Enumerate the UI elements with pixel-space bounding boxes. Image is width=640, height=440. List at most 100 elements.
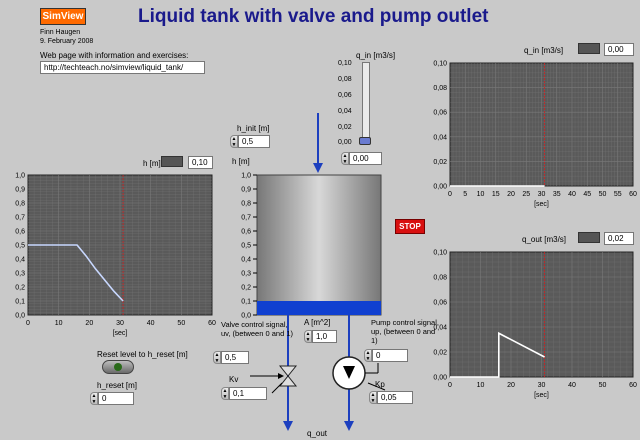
h-init-field[interactable]: 0,5 bbox=[238, 135, 270, 148]
h-chart-x-axis-label: [sec] bbox=[113, 330, 128, 337]
qout-chart-x-tick-label: 10 bbox=[477, 382, 485, 389]
h-chart-y-tick-label: 0,6 bbox=[15, 229, 25, 236]
qin-chart-value: 0,00 bbox=[604, 43, 634, 56]
kv-spinner[interactable]: ▲ ▼ bbox=[221, 387, 229, 400]
qin-chart-x-tick-label: 5 bbox=[463, 191, 467, 198]
q-in-slider-scale: 0,10 0,08 0,06 0,04 0,02 0,00 bbox=[338, 60, 368, 150]
kv-field[interactable]: 0,1 bbox=[229, 387, 267, 400]
tank-tick-label: 0,0 bbox=[241, 313, 251, 320]
qin-chart-y-tick-label: 0,00 bbox=[433, 184, 447, 191]
tank-tick-label: 0,1 bbox=[241, 299, 251, 306]
qin-chart-x-axis-label: [sec] bbox=[534, 201, 549, 208]
kp-label: Kp bbox=[375, 380, 385, 389]
reset-label: Reset level to h_reset [m] bbox=[97, 350, 188, 359]
qout-chart-y-tick-label: 0,02 bbox=[433, 350, 447, 357]
qout-chart-x-tick-label: 50 bbox=[599, 382, 607, 389]
tank-tick-label: 1,0 bbox=[241, 173, 251, 180]
qout-chart-y-tick-label: 0,08 bbox=[433, 275, 447, 282]
h-reset-spinner[interactable]: ▲ ▼ bbox=[90, 392, 98, 405]
h-chart: 0 10 20 30 40 50 60 0,0 0,1 0,2 0,3 0,4 0,5 0,6 0,7 0,8… bbox=[15, 173, 216, 338]
tank-tick-label: 0,3 bbox=[241, 271, 251, 278]
q-in-slider-label: q_in [m3/s] bbox=[356, 51, 396, 60]
pump-signal-label: Pump control signal, up, (between 0 and … bbox=[371, 318, 439, 345]
h-init-label: h_init [m] bbox=[237, 124, 270, 133]
h-chart-y-tick-label: 0,1 bbox=[15, 299, 25, 306]
tank-tick-label: 0,6 bbox=[241, 229, 251, 236]
tank-liquid bbox=[257, 301, 381, 315]
qout-chart-y-tick-label: 0,06 bbox=[433, 300, 447, 307]
qin-chart-plot-style-icon[interactable] bbox=[578, 43, 600, 54]
valve-spinner[interactable]: ▲ ▼ bbox=[213, 351, 221, 364]
q-in-tick: 0,06 bbox=[338, 92, 352, 99]
date: 9. February 2008 bbox=[40, 38, 94, 45]
web-url-field[interactable]: http://techteach.no/simview/liquid_tank/ bbox=[40, 61, 205, 74]
qout-chart-x-axis-label: [sec] bbox=[534, 392, 549, 399]
kp-field[interactable]: 0,05 bbox=[377, 391, 413, 404]
qout-chart-plot-style-icon[interactable] bbox=[578, 232, 600, 243]
h-chart-y-tick-label: 0,5 bbox=[15, 243, 25, 250]
qout-chart-y-tick-label: 0,10 bbox=[433, 250, 447, 257]
h-chart-plot-style-icon[interactable] bbox=[161, 156, 183, 167]
q-in-tick: 0,02 bbox=[338, 124, 352, 131]
qin-chart-y-tick-label: 0,10 bbox=[433, 61, 447, 68]
h-chart-value: 0,10 bbox=[188, 156, 213, 169]
pump-spinner[interactable]: ▲ ▼ bbox=[364, 349, 372, 362]
qin-chart: 0 5 10 15 20 25 30 35 40 45 50 55 60 0,00 0,02 0,04 0,06… bbox=[433, 61, 637, 209]
tank-tick-label: 0,5 bbox=[241, 243, 251, 250]
h-reset-label: h_reset [m] bbox=[97, 381, 138, 390]
tank-h-label: h [m] bbox=[232, 157, 250, 166]
qin-chart-y-tick-label: 0,06 bbox=[433, 110, 447, 117]
tank-tick-label: 0,2 bbox=[241, 285, 251, 292]
h-chart-y-tick-label: 0,2 bbox=[15, 285, 25, 292]
qin-chart-x-tick-label: 55 bbox=[614, 191, 622, 198]
h-chart-x-tick-label: 40 bbox=[147, 320, 155, 327]
h-chart-y-tick-label: 0,4 bbox=[15, 257, 25, 264]
q-in-slider-thumb[interactable] bbox=[359, 137, 371, 145]
valve-signal-field[interactable]: 0,5 bbox=[221, 351, 249, 364]
h-chart-x-tick-label: 20 bbox=[85, 320, 93, 327]
q-in-spinner[interactable]: ▲ ▼ bbox=[341, 152, 349, 165]
qin-chart-x-tick-label: 25 bbox=[522, 191, 530, 198]
h-init-spinner[interactable]: ▲ ▼ bbox=[230, 135, 238, 148]
reset-button[interactable] bbox=[102, 360, 134, 374]
h-chart-y-tick-label: 0,7 bbox=[15, 215, 25, 222]
area-field[interactable]: 1,0 bbox=[312, 330, 337, 343]
area-label: A [m^2] bbox=[304, 318, 331, 327]
q-in-value[interactable]: 0,00 bbox=[349, 152, 382, 165]
qin-chart-x-tick-label: 45 bbox=[583, 191, 591, 198]
h-chart-y-tick-label: 0,8 bbox=[15, 201, 25, 208]
h-chart-x-tick-label: 10 bbox=[55, 320, 63, 327]
tank-diagram: 1,0 0,9 0,8 0,7 0,6 0,5 0,4 0,3 0,2 0,1 0,0 bbox=[241, 113, 386, 431]
valve-icon bbox=[278, 365, 298, 377]
kv-label: Kv bbox=[229, 375, 239, 384]
q-in-tick: 0,08 bbox=[338, 76, 352, 83]
h-chart-y-tick-label: 0,3 bbox=[15, 271, 25, 278]
author: Finn Haugen bbox=[40, 29, 81, 36]
kp-spinner[interactable]: ▲ ▼ bbox=[369, 391, 377, 404]
qout-chart-legend-label: q_out [m3/s] bbox=[522, 235, 567, 244]
valve-outflow-arrow-icon bbox=[283, 421, 293, 431]
h-chart-x-tick-label: 30 bbox=[116, 320, 124, 327]
reset-led-icon bbox=[114, 363, 122, 371]
tank-tick-label: 0,4 bbox=[241, 257, 251, 264]
qout-chart-x-tick-label: 60 bbox=[629, 382, 637, 389]
q-in-tick: 0,00 bbox=[338, 139, 352, 146]
h-chart-legend-label: h [m] bbox=[143, 159, 161, 168]
tank-body bbox=[256, 174, 382, 316]
qin-chart-y-tick-label: 0,04 bbox=[433, 134, 447, 141]
qin-chart-x-tick-label: 60 bbox=[629, 191, 637, 198]
h-reset-field[interactable]: 0 bbox=[98, 392, 134, 405]
tank-tick-label: 0,7 bbox=[241, 215, 251, 222]
q-in-tick: 0,10 bbox=[338, 60, 352, 67]
h-chart-x-tick-label: 50 bbox=[177, 320, 185, 327]
stop-button[interactable]: STOP bbox=[395, 219, 425, 234]
qin-chart-x-tick-label: 15 bbox=[492, 191, 500, 198]
h-chart-x-tick-label: 0 bbox=[26, 320, 30, 327]
pump-signal-field[interactable]: 0 bbox=[372, 349, 408, 362]
h-chart-y-tick-label: 0,9 bbox=[15, 187, 25, 194]
qin-chart-x-tick-label: 50 bbox=[599, 191, 607, 198]
web-label: Web page with information and exercises: bbox=[40, 51, 189, 60]
tank-scale: 1,0 0,9 0,8 0,7 0,6 0,5 0,4 0,3 0,2 0,1 0,0 bbox=[241, 173, 257, 320]
qout-chart-y-tick-label: 0,04 bbox=[433, 325, 447, 332]
area-spinner[interactable]: ▲ ▼ bbox=[304, 330, 312, 343]
